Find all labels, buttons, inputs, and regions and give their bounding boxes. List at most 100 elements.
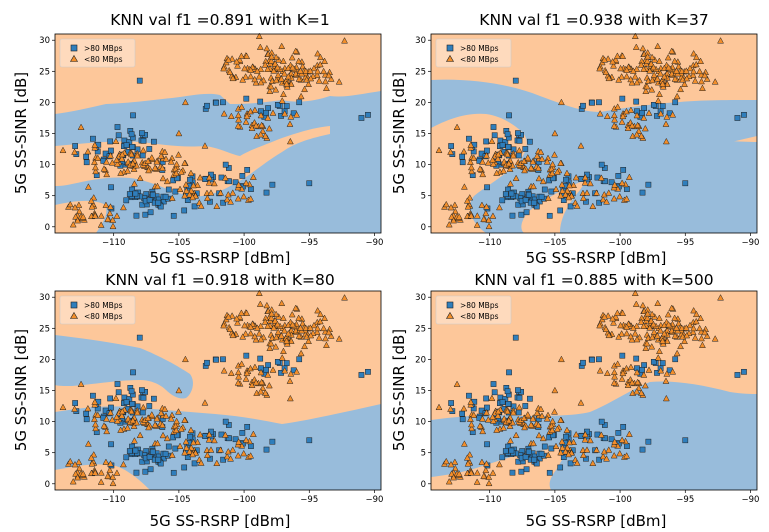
data-point-low [480,215,488,223]
data-point-low [71,148,78,155]
data-point-low [79,213,87,220]
data-point-low [159,421,166,428]
data-point-low [159,164,166,171]
data-point-low [257,111,265,119]
data-point-low [305,80,312,87]
data-point-low [91,469,99,476]
data-point-low [255,330,263,337]
data-point-low [295,75,303,82]
data-point-low [278,42,286,50]
data-point-high [508,447,515,454]
x-tick-label: −90 [742,238,760,248]
data-point-low [92,424,100,432]
data-point-low [182,444,190,451]
data-point-high [220,199,226,206]
data-point-high [645,438,652,445]
data-point-low [614,360,622,367]
data-point-low [681,337,688,344]
data-point-high [83,416,90,423]
data-point-low [615,76,623,83]
data-point-low [103,415,110,422]
data-point-low [283,337,291,344]
data-point-low [593,189,600,196]
data-point-high [459,416,466,423]
data-point-low [159,431,167,439]
data-point-low [634,121,642,129]
y-tick-label: 30 [39,36,50,46]
data-point-low [258,378,266,386]
data-point-high [523,466,530,473]
data-point-high [263,366,269,373]
data-point-low [128,150,135,158]
data-point-high [90,135,96,142]
data-point-high [448,143,454,149]
data-point-high [531,456,538,463]
data-point-low [207,189,215,196]
data-point-high [650,102,657,108]
y-tick-label: 15 [39,130,50,140]
data-point-low [539,434,547,442]
data-point-high [491,389,498,396]
data-point-low [107,460,114,467]
data-point-high [220,99,226,106]
x-tick-label: −105 [543,495,566,505]
data-point-high [525,448,532,455]
data-point-low [176,442,184,449]
data-point-low [251,363,259,370]
data-point-low [251,106,259,113]
data-point-low [485,479,493,487]
data-point-low [265,381,273,389]
data-point-high [466,392,472,399]
data-point-high [624,443,630,449]
data-point-low [691,77,699,84]
data-point-low [512,174,520,182]
data-point-high [583,198,589,205]
data-point-low [71,460,79,468]
data-point-low [182,187,190,194]
data-point-low [316,310,324,318]
data-point-low [97,478,105,485]
data-point-low [168,194,176,201]
data-point-low [243,369,251,377]
data-point-low [59,146,67,154]
data-point-high [541,186,548,193]
panel-k37: >80 MBps <80 MBps KNN val f1 =0.938 with… [390,11,759,267]
data-point-low [252,336,260,343]
data-point-high [207,198,213,205]
data-point-high [269,438,276,445]
data-point-low [103,170,111,178]
data-point-low [75,201,83,208]
data-point-low [107,151,114,159]
data-point-low [662,137,670,145]
high-throughput-region-k500 [431,381,757,490]
data-point-low [483,408,490,416]
data-point-low [279,314,287,321]
data-point-low [91,212,99,219]
data-point-low [644,52,652,60]
data-point-low [557,416,565,423]
data-point-low [524,411,532,418]
data-point-low [131,180,138,187]
data-point-high [516,394,523,401]
chart-title-k500: KNN val f1 =0.885 with K=500 [474,271,713,289]
legend-triangle-marker-k1 [69,54,79,62]
high-throughput-region-k80a [55,335,193,399]
data-point-low [84,147,92,155]
x-tick-label: −90 [366,495,384,505]
data-point-low [483,151,490,159]
data-point-low [322,334,329,342]
data-point-low [102,201,110,208]
data-point-low [228,55,236,62]
data-point-low [637,318,645,325]
data-point-low [173,160,181,168]
data-point-low [505,159,513,167]
data-point-high [133,212,140,219]
data-point-low [100,165,108,172]
data-point-low [641,381,649,389]
data-point-low [167,158,175,165]
y-axis-label-k500: 5G SS-SINR [dB] [390,329,408,451]
data-point-low [227,198,234,205]
data-point-low [504,407,511,415]
data-point-high [598,161,605,168]
data-point-low [297,67,304,74]
